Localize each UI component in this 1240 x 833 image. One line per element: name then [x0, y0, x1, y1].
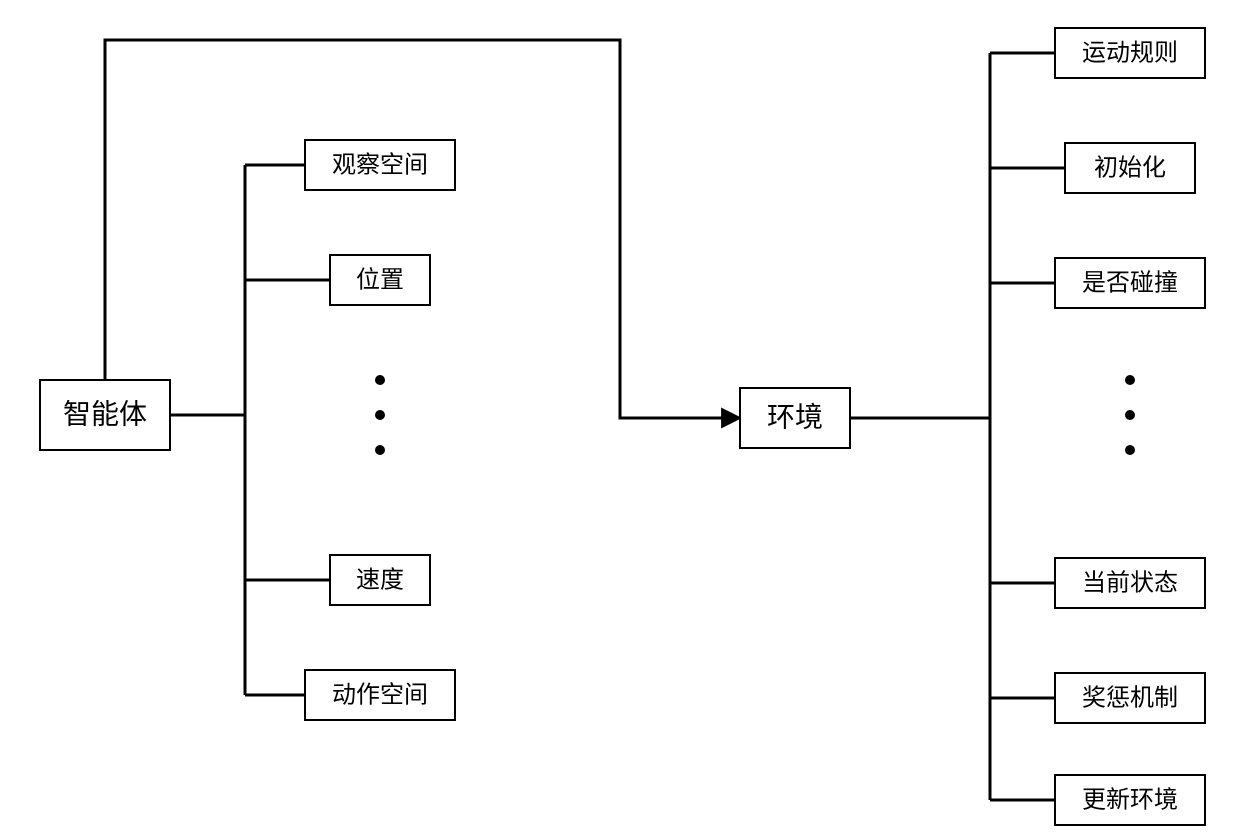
ellipsis-dot	[1125, 445, 1135, 455]
init-node: 初始化	[1065, 143, 1195, 193]
act_space-node: 动作空间	[305, 670, 455, 720]
rule-node: 运动规则	[1055, 28, 1205, 78]
obs_space-node: 观察空间	[305, 140, 455, 190]
position-node: 位置	[330, 255, 430, 305]
rule-label: 运动规则	[1082, 40, 1178, 67]
ellipsis-dot	[375, 375, 385, 385]
ellipsis-dot	[1125, 410, 1135, 420]
collide-node: 是否碰撞	[1055, 258, 1205, 308]
update-label: 更新环境	[1082, 787, 1178, 814]
env-node: 环境	[740, 388, 850, 448]
collide-label: 是否碰撞	[1082, 270, 1178, 297]
agent-label: 智能体	[63, 398, 147, 430]
reward-label: 奖惩机制	[1082, 685, 1178, 712]
obs_space-label: 观察空间	[332, 152, 428, 179]
ellipsis-dot	[375, 445, 385, 455]
ellipsis-dot	[1125, 375, 1135, 385]
reward-node: 奖惩机制	[1055, 673, 1205, 723]
ellipsis-dot	[375, 410, 385, 420]
velocity-label: 速度	[356, 567, 404, 594]
init-label: 初始化	[1094, 155, 1166, 182]
act_space-label: 动作空间	[332, 682, 428, 709]
agent-node: 智能体	[40, 380, 170, 450]
state-node: 当前状态	[1055, 558, 1205, 608]
velocity-node: 速度	[330, 555, 430, 605]
position-label: 位置	[356, 267, 404, 294]
update-node: 更新环境	[1055, 775, 1205, 825]
agent-to-env-uturn	[105, 40, 740, 418]
env-label: 环境	[767, 401, 823, 433]
state-label: 当前状态	[1082, 570, 1178, 597]
